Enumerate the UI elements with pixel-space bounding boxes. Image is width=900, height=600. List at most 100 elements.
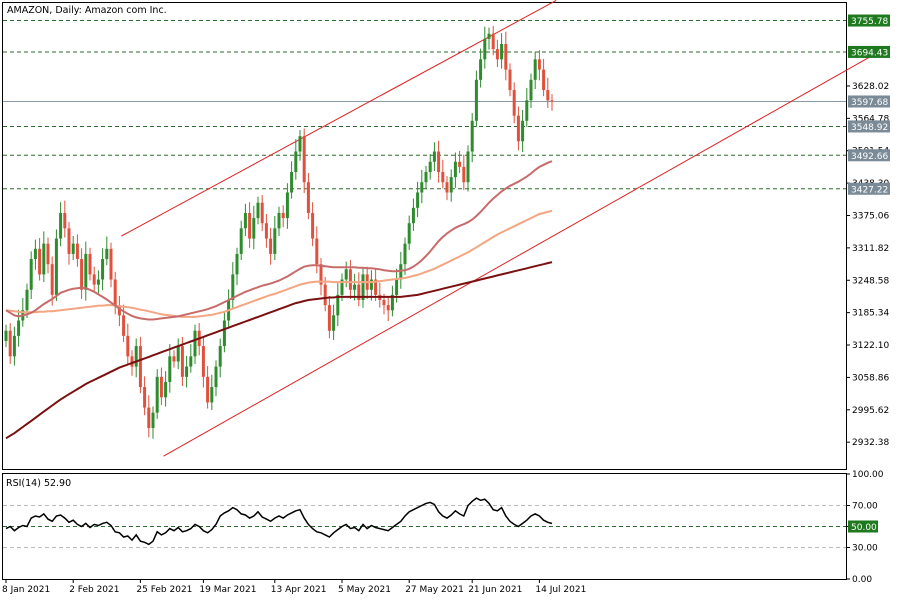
candle-body (281, 212, 285, 219)
candle-body (63, 212, 67, 229)
candle-body (260, 202, 264, 224)
candle-body (80, 259, 84, 290)
chart-title: AMAZON, Daily: Amazon com Inc. (7, 5, 167, 16)
candle-body (407, 223, 411, 244)
candle-body (155, 376, 159, 413)
candle-body (453, 161, 457, 178)
price-level-badge-text: 3548.92 (851, 123, 888, 133)
rsi-tick-label: 0.00 (852, 575, 872, 585)
moving-average-mid-line (5, 209, 553, 318)
candle-body (395, 279, 399, 295)
candle-body (8, 330, 12, 357)
candle-body (390, 294, 394, 311)
candle-body (185, 366, 189, 377)
candle-body (59, 212, 63, 239)
candle-body (327, 305, 331, 331)
candle-body (193, 330, 197, 357)
candle-body (323, 284, 327, 306)
candle-body (340, 279, 344, 295)
candle-body (206, 376, 210, 403)
candle-body (4, 330, 8, 341)
candle-body (298, 136, 302, 152)
price-level-badge: 3694.43 (848, 45, 890, 58)
x-tick-label: 27 May 2021 (405, 585, 464, 595)
candle-body (550, 100, 554, 102)
price-level-badge-text: 3427.22 (851, 185, 888, 195)
rsi-line (5, 497, 553, 546)
candle-body (88, 253, 92, 275)
candle-body (117, 305, 121, 316)
y-tick-label: 3628.02 (852, 82, 889, 92)
y-tick-label: 3185.34 (852, 309, 889, 319)
candle-body (374, 279, 378, 295)
candle-body (126, 335, 130, 357)
candle-body (306, 182, 310, 213)
candle-body (33, 248, 37, 260)
candle-body (302, 136, 306, 183)
candle-body (357, 284, 361, 301)
candle-body (466, 151, 470, 183)
candle-body (256, 202, 260, 219)
rsi-level-badge-text: 50.00 (851, 523, 877, 533)
candle-body (386, 305, 390, 311)
rsi-tick-label: 70.00 (852, 502, 878, 512)
price-level-badge-text: 3597.68 (851, 98, 888, 108)
candle-body (399, 264, 403, 280)
moving-average-fast-line (5, 160, 553, 321)
candle-body (529, 79, 533, 101)
x-tick-label: 2 Feb 2021 (69, 585, 119, 595)
candle-body (416, 192, 420, 208)
candle-body (537, 59, 541, 70)
candle-body (546, 90, 550, 101)
candle-body (67, 228, 71, 254)
candle-body (542, 69, 546, 91)
y-tick-label: 3248.58 (852, 276, 889, 286)
candle-body (231, 274, 235, 301)
candle-body (147, 407, 151, 429)
price-level-badge: 3492.66 (848, 149, 890, 162)
candle-body (277, 212, 281, 229)
candle-body (336, 294, 340, 316)
rsi-chart-layer (3, 497, 846, 548)
candle-body (101, 259, 105, 280)
x-tick-label: 13 Apr 2021 (271, 585, 327, 595)
candle-body (269, 238, 273, 254)
price-level-badge: 3755.78 (848, 14, 890, 27)
price-level-badge-text: 3694.43 (851, 48, 888, 58)
candle-body (54, 238, 58, 295)
candle-body (134, 346, 138, 367)
price-level-badge: 3427.22 (848, 182, 890, 195)
candle-body (290, 171, 294, 193)
moving-average-slow-line (5, 261, 553, 440)
candle-body (474, 79, 478, 121)
candle-body (109, 248, 113, 280)
main-chart-layer (3, 0, 885, 457)
candle-body (344, 269, 348, 280)
candle-body (75, 243, 79, 260)
candle-body (361, 274, 365, 301)
candle-body (369, 279, 373, 290)
y-tick-label: 3375.06 (852, 211, 889, 221)
candle-body (311, 212, 315, 239)
y-tick-label: 2995.62 (852, 406, 889, 416)
rsi-level-badge: 50.00 (848, 520, 878, 533)
candle-body (201, 346, 205, 377)
candle-body (525, 100, 529, 121)
price-level-badge-text: 3755.78 (851, 17, 888, 27)
candle-body (462, 166, 466, 183)
rsi-tick-label: 100.00 (852, 470, 884, 480)
candle-body (143, 387, 147, 408)
candle-body (50, 264, 54, 295)
candle-body (239, 228, 243, 254)
y-tick-label: 2932.38 (852, 438, 889, 448)
x-tick-label: 21 Jun 2021 (468, 585, 522, 595)
x-tick-label: 19 Mar 2021 (199, 585, 256, 595)
candle-body (403, 243, 407, 265)
candle-body (495, 49, 499, 60)
candle-body (432, 151, 436, 162)
candle-body (218, 346, 222, 367)
trend-channel-line (163, 48, 885, 457)
candle-body (382, 300, 386, 306)
candle-body (38, 248, 42, 275)
y-tick-label: 3122.10 (852, 341, 889, 351)
